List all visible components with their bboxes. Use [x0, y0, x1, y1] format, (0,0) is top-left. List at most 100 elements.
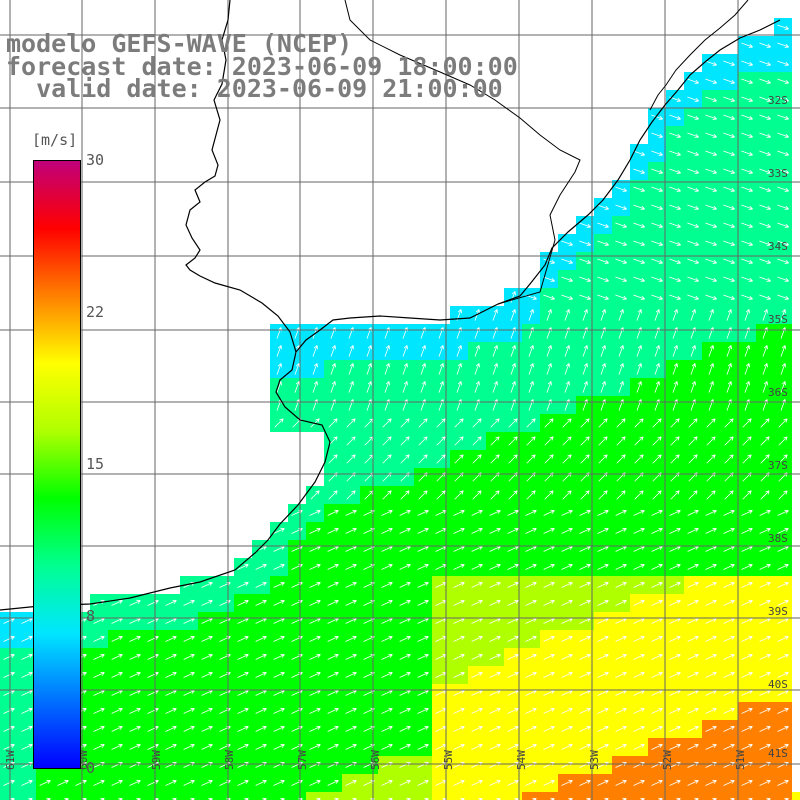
wind-arrow: [165, 635, 177, 642]
wind-arrow: [190, 797, 195, 800]
wind-arrow: [741, 114, 753, 120]
colorbar-tick: 8: [86, 607, 96, 625]
wind-arrow: [489, 599, 501, 606]
wind-arrow: [777, 599, 789, 606]
wind-arrow: [21, 671, 33, 678]
wind-arrow: [597, 240, 609, 246]
wind-arrow: [633, 240, 645, 246]
wind-arrow: [579, 509, 591, 516]
wind-arrow: [237, 599, 249, 606]
wind-arrow: [400, 490, 410, 500]
wind-arrow: [93, 725, 105, 732]
wind-arrow: [723, 725, 735, 732]
wind-arrow: [471, 671, 483, 678]
wind-arrow: [669, 563, 681, 570]
wind-arrow: [598, 436, 608, 446]
wind-arrow: [759, 707, 771, 714]
wind-cell: [36, 792, 54, 800]
wind-arrow: [489, 509, 501, 516]
wind-arrow: [741, 527, 753, 534]
latitude-label: 34S: [768, 240, 788, 253]
wind-arrow: [273, 581, 285, 588]
wind-arrow: [651, 132, 663, 138]
wind-arrow: [759, 743, 771, 750]
wind-arrow: [345, 527, 357, 534]
wind-arrow: [777, 114, 789, 120]
wind-arrow: [687, 150, 699, 156]
wind-arrow: [417, 563, 429, 570]
wind-arrow: [273, 563, 285, 570]
wind-arrow: [741, 186, 753, 192]
wind-arrow: [579, 671, 591, 678]
wind-arrow: [562, 436, 572, 446]
wind-arrow: [3, 671, 15, 678]
wind-arrow: [778, 490, 788, 500]
wind-arrow: [183, 743, 195, 750]
wind-arrow: [490, 418, 500, 428]
wind-arrow: [327, 527, 339, 534]
wind-arrow: [633, 581, 645, 588]
wind-arrow: [417, 581, 429, 588]
wind-arrow: [508, 490, 518, 500]
wind-arrow: [381, 653, 393, 660]
longitude-label: 61W: [4, 750, 17, 770]
wind-cell: [270, 792, 288, 800]
wind-arrow: [586, 797, 591, 800]
wind-arrow: [597, 707, 609, 714]
wind-arrow: [489, 635, 501, 642]
wind-arrow: [759, 725, 771, 732]
wind-arrow: [417, 653, 429, 660]
wind-arrow: [255, 563, 267, 570]
wind-arrow: [274, 418, 284, 428]
wind-arrow: [489, 527, 501, 534]
wind-arrow: [489, 725, 501, 732]
wind-arrow: [759, 581, 771, 588]
wind-arrow: [453, 653, 465, 660]
wind-arrow: [724, 490, 734, 500]
wind-arrow: [687, 240, 699, 246]
wind-arrow: [526, 418, 536, 428]
wind-arrow: [759, 204, 771, 210]
latitude-label: 36S: [768, 386, 788, 399]
wind-arrow: [381, 527, 393, 534]
title-model: modelo GEFS-WAVE (NCEP): [6, 29, 353, 58]
wind-arrow: [345, 671, 357, 678]
wind-arrow: [633, 635, 645, 642]
wind-arrow: [381, 509, 393, 516]
wind-arrow: [561, 509, 573, 516]
wind-arrow: [93, 671, 105, 678]
wind-arrow: [417, 599, 429, 606]
wind-arrow: [742, 418, 752, 428]
wind-cell: [504, 792, 522, 800]
wind-arrow: [471, 707, 483, 714]
wind-arrow: [579, 599, 591, 606]
wind-arrow: [759, 240, 771, 246]
colorbar-tick: 0: [86, 759, 96, 777]
wind-arrow: [418, 436, 428, 446]
wind-arrow: [687, 599, 699, 606]
wind-arrow: [615, 635, 627, 642]
wind-arrow: [327, 743, 339, 750]
wind-arrow: [579, 707, 591, 714]
wind-arrow: [129, 779, 141, 786]
wind-arrow: [564, 345, 570, 357]
wind-cell: [558, 792, 576, 800]
wind-arrow: [507, 707, 519, 714]
wind-arrow: [597, 527, 609, 534]
wind-cell: [90, 792, 108, 800]
wind-arrow: [382, 490, 392, 500]
wind-arrow: [21, 743, 33, 750]
wind-arrow: [687, 96, 699, 102]
wind-arrows: [3, 24, 789, 800]
wind-arrow: [706, 454, 716, 464]
wind-arrow: [651, 150, 663, 156]
wind-arrow: [597, 671, 609, 678]
wind-arrow: [528, 345, 534, 357]
wind-arrow: [183, 599, 195, 606]
wind-arrow: [436, 454, 446, 464]
wind-cell: [144, 792, 162, 800]
wind-arrow: [546, 363, 552, 375]
wind-arrow: [273, 707, 285, 714]
wind-arrow: [118, 797, 123, 800]
wind-arrow: [778, 454, 788, 464]
